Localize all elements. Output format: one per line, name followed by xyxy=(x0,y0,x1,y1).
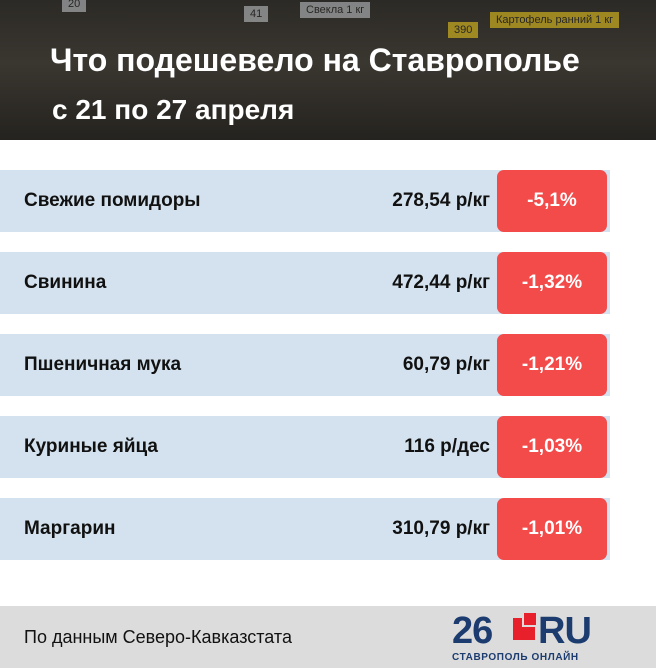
price-change: -5,1% xyxy=(497,170,607,232)
table-row: Свежие помидоры 278,54 р/кг -5,1% xyxy=(0,170,610,232)
logo-square xyxy=(522,611,538,627)
table-row: Маргарин 310,79 р/кг -1,01% xyxy=(0,498,610,560)
logo-domain: RU xyxy=(538,610,592,652)
product-price: 278,54 р/кг xyxy=(392,190,490,211)
photo-tag: 41 xyxy=(244,6,269,22)
logo-tagline: СТАВРОПОЛЬ ОНЛАЙН xyxy=(452,652,579,663)
photo-tag: 390 xyxy=(448,22,479,38)
price-change: -1,21% xyxy=(497,334,607,396)
source: По данным Северо-Кавказстата xyxy=(24,627,292,647)
price-change: -1,32% xyxy=(497,252,607,314)
title: Что подешевело на Ставрополье xyxy=(50,42,580,78)
price-change: -1,03% xyxy=(497,416,607,478)
table-row: Пшеничная мука 60,79 р/кг -1,21% xyxy=(0,334,610,396)
product-price: 60,79 р/кг xyxy=(402,354,490,375)
product-price: 310,79 р/кг xyxy=(392,518,490,539)
photo-tag: Свекла 1 кг xyxy=(300,2,371,18)
product-name: Куриные яйца xyxy=(24,436,158,457)
footer: По данным Северо-Кавказстата 26 RU СТАВР… xyxy=(0,606,656,668)
product-name: Свежие помидоры xyxy=(24,190,201,211)
product-price: 472,44 р/кг xyxy=(392,272,490,293)
photo-tag: Картофель ранний 1 кг xyxy=(490,12,620,28)
table-row: Куриные яйца 116 р/дес -1,03% xyxy=(0,416,610,478)
logo-number: 26 xyxy=(452,610,493,652)
product-price: 116 р/дес xyxy=(404,436,490,457)
header: 20 41 Свекла 1 кг 390 Картофель ранний 1… xyxy=(0,0,656,140)
photo-tag: 20 xyxy=(62,0,87,12)
product-name: Пшеничная мука xyxy=(24,354,182,375)
table-row: Свинина 472,44 р/кг -1,32% xyxy=(0,252,610,314)
subtitle: с 21 по 27 апреля xyxy=(52,94,295,125)
price-change: -1,01% xyxy=(497,498,607,560)
product-name: Маргарин xyxy=(24,518,116,539)
product-name: Свинина xyxy=(24,272,107,293)
